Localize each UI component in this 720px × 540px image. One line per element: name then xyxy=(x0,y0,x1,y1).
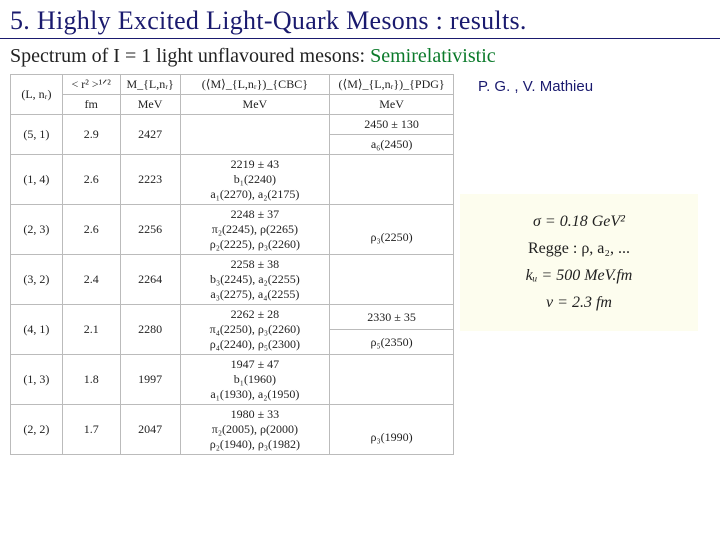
cell-m: 2264 xyxy=(120,255,180,305)
table-row: (1, 4)2.622232219 ± 43b₁(2240)a₁(2270), … xyxy=(11,155,454,205)
param-sigma-text: σ = 0.18 GeV² xyxy=(533,213,625,230)
subtitle-prefix: Spectrum of I = 1 light unflavoured meso… xyxy=(10,45,365,67)
param-nu: ν = 2.3 fm xyxy=(466,294,692,312)
col-header-ln: (L, nᵣ) xyxy=(11,75,63,115)
cell-cbc xyxy=(180,115,330,155)
col-header-pdg-unit: MeV xyxy=(330,95,454,115)
col-header-cbc-top: (⟨M⟩_{L,nᵣ})_{CBC} xyxy=(180,75,330,95)
cell-cbc: 1947 ± 47b₁(1960)a₁(1930), a₂(1950) xyxy=(180,355,330,405)
cell-m: 2427 xyxy=(120,115,180,155)
table-head: (L, nᵣ) < r² >¹ᐟ² M_{L,nᵣ} (⟨M⟩_{L,nᵣ})_… xyxy=(11,75,454,115)
cell-ln: (2, 2) xyxy=(11,405,63,455)
cell-ln: (4, 1) xyxy=(11,305,63,355)
cell-r: 2.6 xyxy=(62,205,120,255)
cell-ln: (1, 4) xyxy=(11,155,63,205)
cell-r: 2.9 xyxy=(62,115,120,155)
cell-pdg-top: 2450 ± 130 xyxy=(330,115,454,135)
cell-r: 2.6 xyxy=(62,155,120,205)
table-wrap: (L, nᵣ) < r² >¹ᐟ² M_{L,nᵣ} (⟨M⟩_{L,nᵣ})_… xyxy=(10,74,454,455)
table-row: (3, 2)2.422642258 ± 38b₃(2245), a₂(2255)… xyxy=(11,255,454,305)
right-column: P. G. , V. Mathieu σ = 0.18 GeV² Regge :… xyxy=(460,74,720,455)
table-row: (2, 3)2.622562248 ± 37π₂(2245), ρ(2265)ρ… xyxy=(11,205,454,255)
col-header-m-top: M_{L,nᵣ} xyxy=(120,75,180,95)
cell-ln: (3, 2) xyxy=(11,255,63,305)
table-row: (2, 2)1.720471980 ± 33π₂(2005), ρ(2000)ρ… xyxy=(11,405,454,455)
subtitle-highlight: Semirelativistic xyxy=(365,45,496,67)
slide-subtitle: Spectrum of I = 1 light unflavoured meso… xyxy=(0,39,720,74)
slide-title: 5. Highly Excited Light-Quark Mesons : r… xyxy=(0,0,720,39)
cell-pdg-top: 2330 ± 35 xyxy=(330,305,454,330)
col-header-pdg-top: (⟨M⟩_{L,nᵣ})_{PDG} xyxy=(330,75,454,95)
cell-r: 1.7 xyxy=(62,405,120,455)
slide: 5. Highly Excited Light-Quark Mesons : r… xyxy=(0,0,720,540)
cell-r: 2.1 xyxy=(62,305,120,355)
table-row: (1, 3)1.819971947 ± 47b₁(1960)a₁(1930), … xyxy=(11,355,454,405)
cell-pdg: ρ₃(1990) xyxy=(330,405,454,455)
cell-m: 2047 xyxy=(120,405,180,455)
col-header-r-top: < r² >¹ᐟ² xyxy=(62,75,120,95)
content-row: (L, nᵣ) < r² >¹ᐟ² M_{L,nᵣ} (⟨M⟩_{L,nᵣ})_… xyxy=(0,74,720,455)
cell-pdg-sub: ρ₅(2350) xyxy=(330,330,454,355)
cell-m: 2280 xyxy=(120,305,180,355)
cell-pdg xyxy=(330,255,454,305)
cell-r: 2.4 xyxy=(62,255,120,305)
cell-cbc: 1980 ± 33π₂(2005), ρ(2000)ρ₂(1940), ρ₃(1… xyxy=(180,405,330,455)
cell-cbc: 2219 ± 43b₁(2240)a₁(2270), a₂(2175) xyxy=(180,155,330,205)
col-header-cbc-unit: MeV xyxy=(180,95,330,115)
cell-cbc: 2258 ± 38b₃(2245), a₂(2255)a₃(2275), a₄(… xyxy=(180,255,330,305)
param-regge-text: Regge : ρ, a₂, ... xyxy=(528,240,630,257)
param-ku-text: kᵤ = 500 MeV.fm xyxy=(526,267,633,284)
param-ku: kᵤ = 500 MeV.fm xyxy=(466,267,692,285)
cell-cbc: 2262 ± 28π₄(2250), ρ₃(2260)ρ₄(2240), ρ₅(… xyxy=(180,305,330,355)
param-regge: Regge : ρ, a₂, ... xyxy=(466,240,692,258)
param-nu-text: ν = 2.3 fm xyxy=(546,294,612,311)
cell-ln: (2, 3) xyxy=(11,205,63,255)
col-header-m-unit: MeV xyxy=(120,95,180,115)
col-header-r-unit: fm xyxy=(62,95,120,115)
authors-label: P. G. , V. Mathieu xyxy=(460,74,720,95)
cell-m: 1997 xyxy=(120,355,180,405)
table-row: (5, 1)2.924272450 ± 130 xyxy=(11,115,454,135)
table-header-units-row: fm MeV MeV MeV xyxy=(11,95,454,115)
cell-pdg xyxy=(330,155,454,205)
cell-pdg: ρ₃(2250) xyxy=(330,205,454,255)
cell-ln: (5, 1) xyxy=(11,115,63,155)
params-box: σ = 0.18 GeV² Regge : ρ, a₂, ... kᵤ = 50… xyxy=(460,194,698,331)
cell-m: 2223 xyxy=(120,155,180,205)
meson-table: (L, nᵣ) < r² >¹ᐟ² M_{L,nᵣ} (⟨M⟩_{L,nᵣ})_… xyxy=(10,74,454,455)
cell-pdg xyxy=(330,355,454,405)
cell-r: 1.8 xyxy=(62,355,120,405)
table-body: (5, 1)2.924272450 ± 130a₆(2450)(1, 4)2.6… xyxy=(11,115,454,455)
table-header-row: (L, nᵣ) < r² >¹ᐟ² M_{L,nᵣ} (⟨M⟩_{L,nᵣ})_… xyxy=(11,75,454,95)
cell-m: 2256 xyxy=(120,205,180,255)
cell-cbc: 2248 ± 37π₂(2245), ρ(2265)ρ₂(2225), ρ₃(2… xyxy=(180,205,330,255)
cell-ln: (1, 3) xyxy=(11,355,63,405)
table-row: (4, 1)2.122802262 ± 28π₄(2250), ρ₃(2260)… xyxy=(11,305,454,330)
param-sigma: σ = 0.18 GeV² xyxy=(466,213,692,231)
cell-pdg-sub: a₆(2450) xyxy=(330,135,454,155)
